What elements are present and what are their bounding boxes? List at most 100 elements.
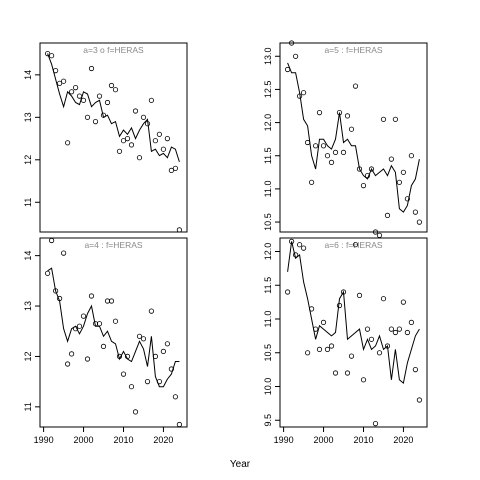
data-point: [332, 149, 339, 155]
data-point: [376, 232, 383, 238]
data-point: [69, 89, 75, 95]
y-tick-label: 11.0: [263, 180, 273, 197]
data-point: [300, 245, 307, 251]
plot-frame: [39, 237, 188, 428]
data-point: [292, 252, 299, 258]
y-tick-label: 10.5: [263, 344, 273, 362]
panel-2: a=5 : f=HERAS 10.5 11.0 11.5 12.0 12.5 13.0: [263, 40, 428, 238]
plot-frame: [279, 42, 428, 233]
x-tick-label: 2020: [153, 435, 173, 445]
plot-frame: [39, 42, 188, 233]
data-point: [116, 353, 123, 359]
data-point: [324, 346, 331, 352]
data-point: [308, 179, 315, 185]
y-tick-label: 13: [23, 301, 33, 311]
fitted-line: [47, 53, 180, 163]
data-point: [328, 159, 335, 165]
data-point: [140, 114, 147, 120]
x-tick-label: 1990: [34, 435, 54, 445]
data-point: [104, 298, 111, 304]
data-point: [304, 350, 311, 356]
data-point: [84, 114, 91, 120]
y-tick-label: 12: [23, 155, 33, 165]
data-point: [284, 66, 291, 73]
data-point: [84, 356, 91, 362]
data-point: [88, 65, 95, 72]
data-point: [376, 350, 383, 356]
data-point: [96, 93, 103, 99]
data-point: [92, 119, 99, 125]
data-point: [148, 97, 154, 103]
y-tick-label: 11.0: [263, 311, 273, 328]
data-point: [128, 384, 135, 390]
x-tick-label: 1990: [274, 435, 294, 445]
data-point: [344, 113, 351, 119]
data-point: [108, 82, 115, 89]
data-point: [320, 319, 327, 325]
y-tick-label: 14: [23, 251, 33, 261]
data-point: [288, 238, 295, 244]
data-point: [73, 85, 79, 91]
data-point: [400, 299, 406, 305]
y-tick-label: 11: [23, 402, 33, 411]
data-point: [156, 378, 162, 385]
data-point: [136, 333, 143, 339]
x-tick-label: 2000: [314, 435, 334, 445]
data-point: [312, 143, 319, 149]
data-point: [416, 397, 422, 403]
data-point: [172, 165, 178, 171]
data-point: [364, 173, 371, 179]
data-point: [372, 229, 379, 235]
data-point: [60, 250, 67, 256]
data-point: [124, 353, 131, 359]
y-tick-label: 10.5: [263, 213, 273, 231]
data-point: [164, 341, 170, 347]
data-point: [352, 83, 359, 89]
data-point: [80, 313, 87, 319]
data-point: [344, 370, 351, 376]
data-point: [116, 148, 123, 154]
data-point: [100, 343, 107, 349]
data-point: [96, 321, 103, 327]
data-point: [128, 142, 135, 148]
data-point: [176, 227, 182, 233]
data-point: [396, 326, 402, 332]
y-tick-label: 14: [23, 70, 33, 80]
x-tick-label: 2010: [353, 435, 373, 445]
plot-frame: [279, 237, 428, 428]
data-point: [172, 394, 178, 400]
data-point: [52, 288, 59, 294]
data-point: [396, 179, 402, 185]
data-point: [284, 289, 291, 295]
data-point: [380, 116, 387, 122]
data-point: [352, 242, 359, 248]
data-point: [384, 212, 391, 218]
data-point: [65, 361, 71, 367]
y-tick-label: 13: [23, 112, 33, 122]
panels: a=3 o f=HERAS 11 12 13 14 a=5 : f=HERAS 10.5 11…: [23, 40, 428, 445]
x-tick-label: 2010: [113, 435, 133, 445]
data-point: [392, 329, 398, 336]
panel-4: a=6 : f=HERAS9.510.010.511.011.512.01990…: [263, 237, 428, 445]
data-point: [328, 343, 335, 349]
y-tick-label: 11.5: [263, 147, 273, 164]
data-point: [412, 366, 418, 373]
panel-title: a=5 : f=HERAS: [324, 45, 382, 55]
data-point: [316, 110, 323, 116]
x-tick-label: 2020: [393, 435, 413, 445]
data-point: [60, 78, 67, 84]
data-point: [48, 53, 55, 59]
data-point: [80, 97, 87, 103]
data-point: [108, 298, 115, 304]
data-point: [332, 370, 339, 376]
data-point: [104, 99, 111, 106]
data-point: [296, 242, 303, 248]
y-tick-label: 11: [23, 198, 33, 207]
y-tick-label: 12.0: [263, 243, 273, 261]
data-point: [368, 166, 375, 172]
data-point: [65, 140, 71, 146]
y-tick-label: 10.0: [263, 378, 273, 396]
data-point: [69, 351, 75, 357]
data-point: [164, 136, 170, 142]
